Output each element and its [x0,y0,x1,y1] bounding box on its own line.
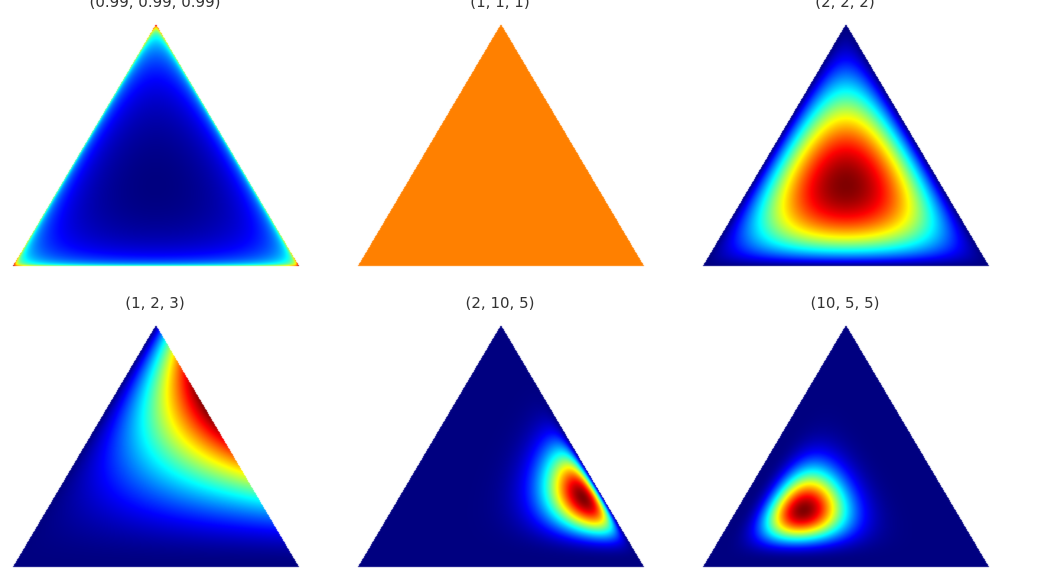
dirichlet-panel-6: (10, 5, 5) [695,293,995,573]
density-triangle [695,321,995,571]
dirichlet-panel-5: (2, 10, 5) [350,293,650,573]
panel-title: (0.99, 0.99, 0.99) [89,0,221,11]
density-triangle [695,20,995,270]
density-triangle [5,321,305,571]
density-triangle [5,20,305,270]
dirichlet-panel-1: (0.99, 0.99, 0.99) [5,0,305,272]
panel-title: (1, 1, 1) [470,0,530,11]
panel-title: (10, 5, 5) [810,294,880,312]
dirichlet-panel-2: (1, 1, 1) [350,0,650,272]
density-triangle [350,20,650,270]
panel-title: (2, 2, 2) [815,0,875,11]
dirichlet-panel-3: (2, 2, 2) [695,0,995,272]
panel-title: (2, 10, 5) [465,294,535,312]
density-triangle [350,321,650,571]
dirichlet-panel-4: (1, 2, 3) [5,293,305,573]
panel-title: (1, 2, 3) [125,294,185,312]
